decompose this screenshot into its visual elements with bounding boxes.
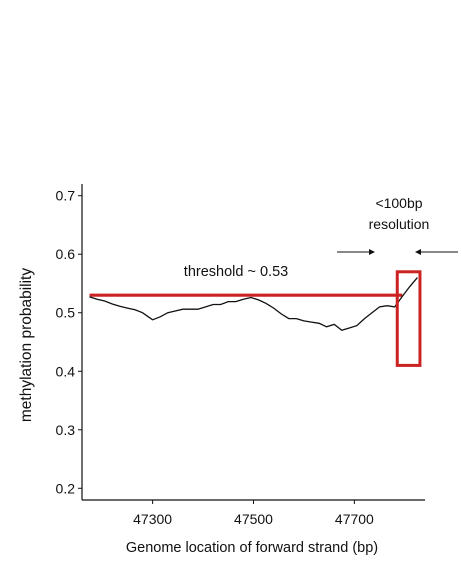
y-tick-label: 0.2 xyxy=(56,480,76,496)
y-tick-label: 0.4 xyxy=(56,363,76,379)
y-tick-label: 0.7 xyxy=(56,188,76,204)
y-axis-label: methylation probability xyxy=(18,268,35,422)
y-tick-label: 0.3 xyxy=(56,422,76,438)
resolution-label-line1: <100bp xyxy=(375,195,422,211)
y-tick-label: 0.5 xyxy=(56,305,76,321)
x-axis-label: Genome location of forward strand (bp) xyxy=(126,540,378,556)
threshold-label: threshold ~ 0.53 xyxy=(184,264,288,280)
methylation-series-line xyxy=(89,277,418,332)
resolution-label-line2: resolution xyxy=(369,216,430,232)
resolution-box xyxy=(395,270,422,367)
y-tick-label: 0.6 xyxy=(56,246,76,262)
x-tick-label: 47700 xyxy=(335,511,374,527)
x-tick-group: 47300 47500 47700 xyxy=(133,500,374,527)
x-tick-label: 47500 xyxy=(234,511,273,527)
x-tick-label: 47300 xyxy=(133,511,172,527)
y-tick-group: 0.2 0.3 0.4 0.5 0.6 0.7 xyxy=(56,188,82,496)
